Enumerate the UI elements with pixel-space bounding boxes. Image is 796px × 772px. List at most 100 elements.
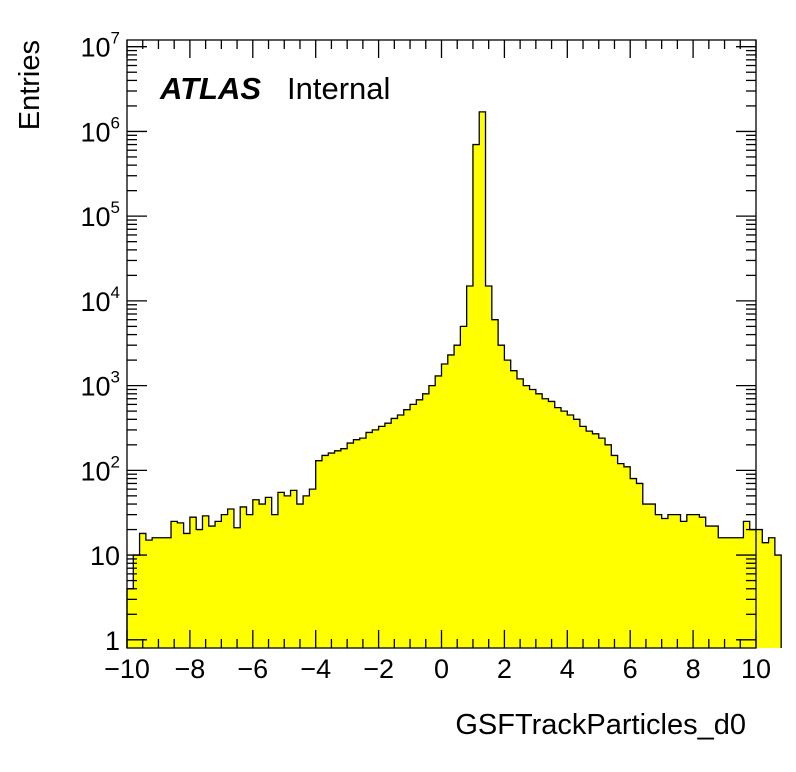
- atlas-label: ATLAS: [159, 71, 261, 106]
- histogram-bin: [623, 466, 631, 648]
- histogram-bin: [466, 285, 474, 648]
- histogram-bin: [743, 521, 751, 648]
- y-tick-label: 10: [90, 541, 120, 571]
- histogram-bin: [403, 409, 411, 648]
- histogram-bin: [202, 515, 210, 648]
- y-tick-label: 105: [80, 198, 120, 232]
- histogram-bin: [699, 517, 707, 648]
- x-tick-labels: −10 −8 −6 −4 −2 0 2 4 6 8 10: [104, 654, 771, 684]
- histogram-bin: [498, 345, 505, 648]
- x-tick-label: −8: [175, 654, 206, 684]
- y-tick-label: 103: [80, 368, 120, 402]
- histogram-bin: [391, 418, 398, 648]
- histogram-bin: [158, 537, 166, 648]
- histogram-bin: [422, 393, 430, 648]
- histogram-bin: [516, 378, 524, 648]
- histogram-bin: [510, 370, 518, 648]
- histogram-bin: [334, 450, 342, 648]
- y-tick-label: 1: [105, 626, 120, 656]
- histogram-bin: [378, 426, 386, 648]
- histogram-bin: [579, 426, 587, 648]
- histogram-bin: [127, 588, 134, 648]
- x-tick-label: 4: [560, 654, 575, 684]
- histogram-bin: [139, 533, 147, 648]
- histogram-bin: [171, 521, 178, 648]
- x-tick-label: −6: [237, 654, 268, 684]
- x-axis-label: GSFTrackParticles_d0: [455, 709, 746, 741]
- histogram-bin: [133, 555, 140, 648]
- histogram-bin: [667, 514, 675, 648]
- histogram-bin: [636, 483, 644, 648]
- histogram-bin: [303, 495, 310, 648]
- histogram-bin: [152, 537, 159, 648]
- histogram-bin: [410, 404, 417, 648]
- histogram-bin: [693, 514, 700, 648]
- histogram-bin: [655, 514, 663, 648]
- histogram-bin: [208, 526, 216, 648]
- histogram-bin: [441, 363, 449, 648]
- histogram-bin: [284, 495, 291, 648]
- histogram-bin: [397, 414, 405, 648]
- histogram-bin: [535, 393, 543, 648]
- internal-label: Internal: [287, 71, 390, 106]
- histogram-bin: [762, 542, 769, 648]
- histogram-bin: [686, 514, 694, 648]
- x-tick-label: 8: [686, 654, 701, 684]
- histogram-outline: [126, 111, 782, 648]
- histogram-bin: [309, 489, 317, 648]
- y-tick-label: 102: [80, 452, 120, 486]
- histogram-bin: [164, 537, 172, 648]
- histogram-bin: [630, 478, 637, 648]
- histogram-bin: [454, 345, 461, 648]
- histogram-bin: [711, 526, 719, 648]
- histogram-bin: [290, 490, 298, 648]
- histogram-bin: [774, 555, 782, 648]
- histogram-bin: [265, 497, 273, 648]
- histogram-bin: [196, 529, 203, 648]
- histogram-bin: [233, 527, 241, 648]
- histogram-bin: [523, 385, 530, 648]
- histogram-bars: [127, 111, 782, 648]
- x-tick-label: 10: [741, 654, 771, 684]
- histogram-bin: [598, 438, 606, 648]
- histogram-bin: [447, 354, 455, 648]
- histogram-bin: [730, 537, 738, 648]
- histogram-bin: [366, 432, 373, 648]
- histogram-bin: [340, 448, 348, 648]
- histogram-bin: [529, 389, 537, 648]
- histogram-bin: [586, 431, 593, 648]
- x-tick-label: −10: [104, 654, 150, 684]
- histogram-bin: [252, 499, 260, 648]
- y-axis-label: Entries: [14, 40, 46, 130]
- histogram-bin: [756, 529, 763, 648]
- histogram-bin: [259, 504, 266, 648]
- histogram-bin: [504, 360, 512, 648]
- histogram-bin: [460, 326, 468, 648]
- histogram-bin: [221, 514, 229, 648]
- x-tick-label: −4: [300, 654, 331, 684]
- histogram-bin: [240, 506, 247, 648]
- histogram-bin: [416, 399, 424, 648]
- histogram-bin: [674, 514, 681, 648]
- histogram-bin: [227, 508, 235, 648]
- histogram-bin: [428, 385, 436, 648]
- histogram-bin: [768, 537, 776, 648]
- histogram-bin: [189, 517, 197, 648]
- histogram-bin: [567, 414, 574, 648]
- histogram-bin: [479, 111, 486, 648]
- histogram-bin: [724, 537, 732, 648]
- histogram-bin: [145, 540, 153, 648]
- histogram-bin: [177, 522, 185, 648]
- histogram-bin: [353, 439, 361, 648]
- histogram-bin: [642, 504, 650, 648]
- histogram-bin: [321, 455, 329, 648]
- histogram-bin: [680, 521, 688, 648]
- histogram-bin: [611, 455, 619, 648]
- histogram-bin: [485, 285, 493, 648]
- histogram-bin: [605, 444, 612, 648]
- histogram-bin: [737, 537, 744, 648]
- histogram-bin: [592, 433, 600, 648]
- histogram-bin: [554, 407, 562, 648]
- histogram-bin: [573, 419, 581, 648]
- histogram-bin: [705, 526, 713, 648]
